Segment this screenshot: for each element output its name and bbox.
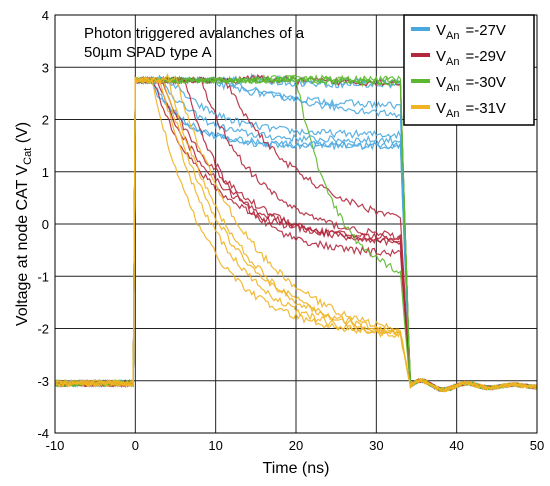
data-traces <box>54 72 538 393</box>
legend-var: V <box>436 22 446 39</box>
y-axis-title-unit: (V) <box>14 122 31 148</box>
y-axis-title: Voltage at node CAT VCat (V) <box>14 122 34 326</box>
legend-var: V <box>436 48 446 65</box>
legend-label: VAn =-30V <box>436 74 506 94</box>
x-tick-label: 10 <box>208 438 222 453</box>
chart-title-line-1: Photon triggered avalanches of a <box>84 25 305 42</box>
series-trace <box>54 76 538 393</box>
series-trace <box>55 75 538 392</box>
y-tick-label: 1 <box>42 165 49 180</box>
legend-subscript: An <box>446 30 459 42</box>
x-tick-label: 30 <box>369 438 383 453</box>
x-tick-label: 20 <box>289 438 303 453</box>
x-tick-label: 50 <box>530 438 544 453</box>
plot-frame <box>54 14 538 434</box>
legend-label: VAn =-31V <box>436 100 506 120</box>
y-tick-label: 0 <box>42 217 49 232</box>
x-tick-label: 40 <box>449 438 463 453</box>
legend-subscript: An <box>446 82 459 94</box>
y-tick-label: 2 <box>42 113 49 128</box>
y-axis-title-sub: Cat <box>22 148 34 165</box>
x-tick-labels: -10 0 10 20 30 40 50 <box>46 438 545 453</box>
x-tick-label: -10 <box>46 438 65 453</box>
y-axis-title-main: Voltage at node CAT V <box>14 164 31 326</box>
chart-title-line-2: 50µm SPAD type A <box>84 44 212 61</box>
legend-value: =-27V <box>465 22 505 39</box>
legend-subscript: An <box>446 108 459 120</box>
legend-value: =-29V <box>465 48 505 65</box>
y-tick-label: -2 <box>37 322 49 337</box>
legend-subscript: An <box>446 56 459 68</box>
y-tick-label: 4 <box>42 8 49 23</box>
y-tick-label: -3 <box>37 374 49 389</box>
y-tick-label: 3 <box>42 60 49 75</box>
y-tick-label: -1 <box>37 269 49 284</box>
legend-value: =-30V <box>465 74 505 91</box>
legend-var: V <box>436 74 446 91</box>
y-tick-label: -4 <box>37 426 49 441</box>
legend-value: =-31V <box>465 100 505 117</box>
legend-var: V <box>436 100 446 117</box>
x-axis-title: Time (ns) <box>263 460 330 477</box>
legend-label: VAn =-27V <box>436 22 506 42</box>
y-tick-labels: -4 -3 -2 -1 0 1 2 3 4 <box>37 8 49 441</box>
series-trace <box>54 76 538 392</box>
legend-label: VAn =-29V <box>436 48 506 68</box>
chart-title: Photon triggered avalanches of a 50µm SP… <box>84 25 305 61</box>
x-tick-label: 0 <box>132 438 139 453</box>
